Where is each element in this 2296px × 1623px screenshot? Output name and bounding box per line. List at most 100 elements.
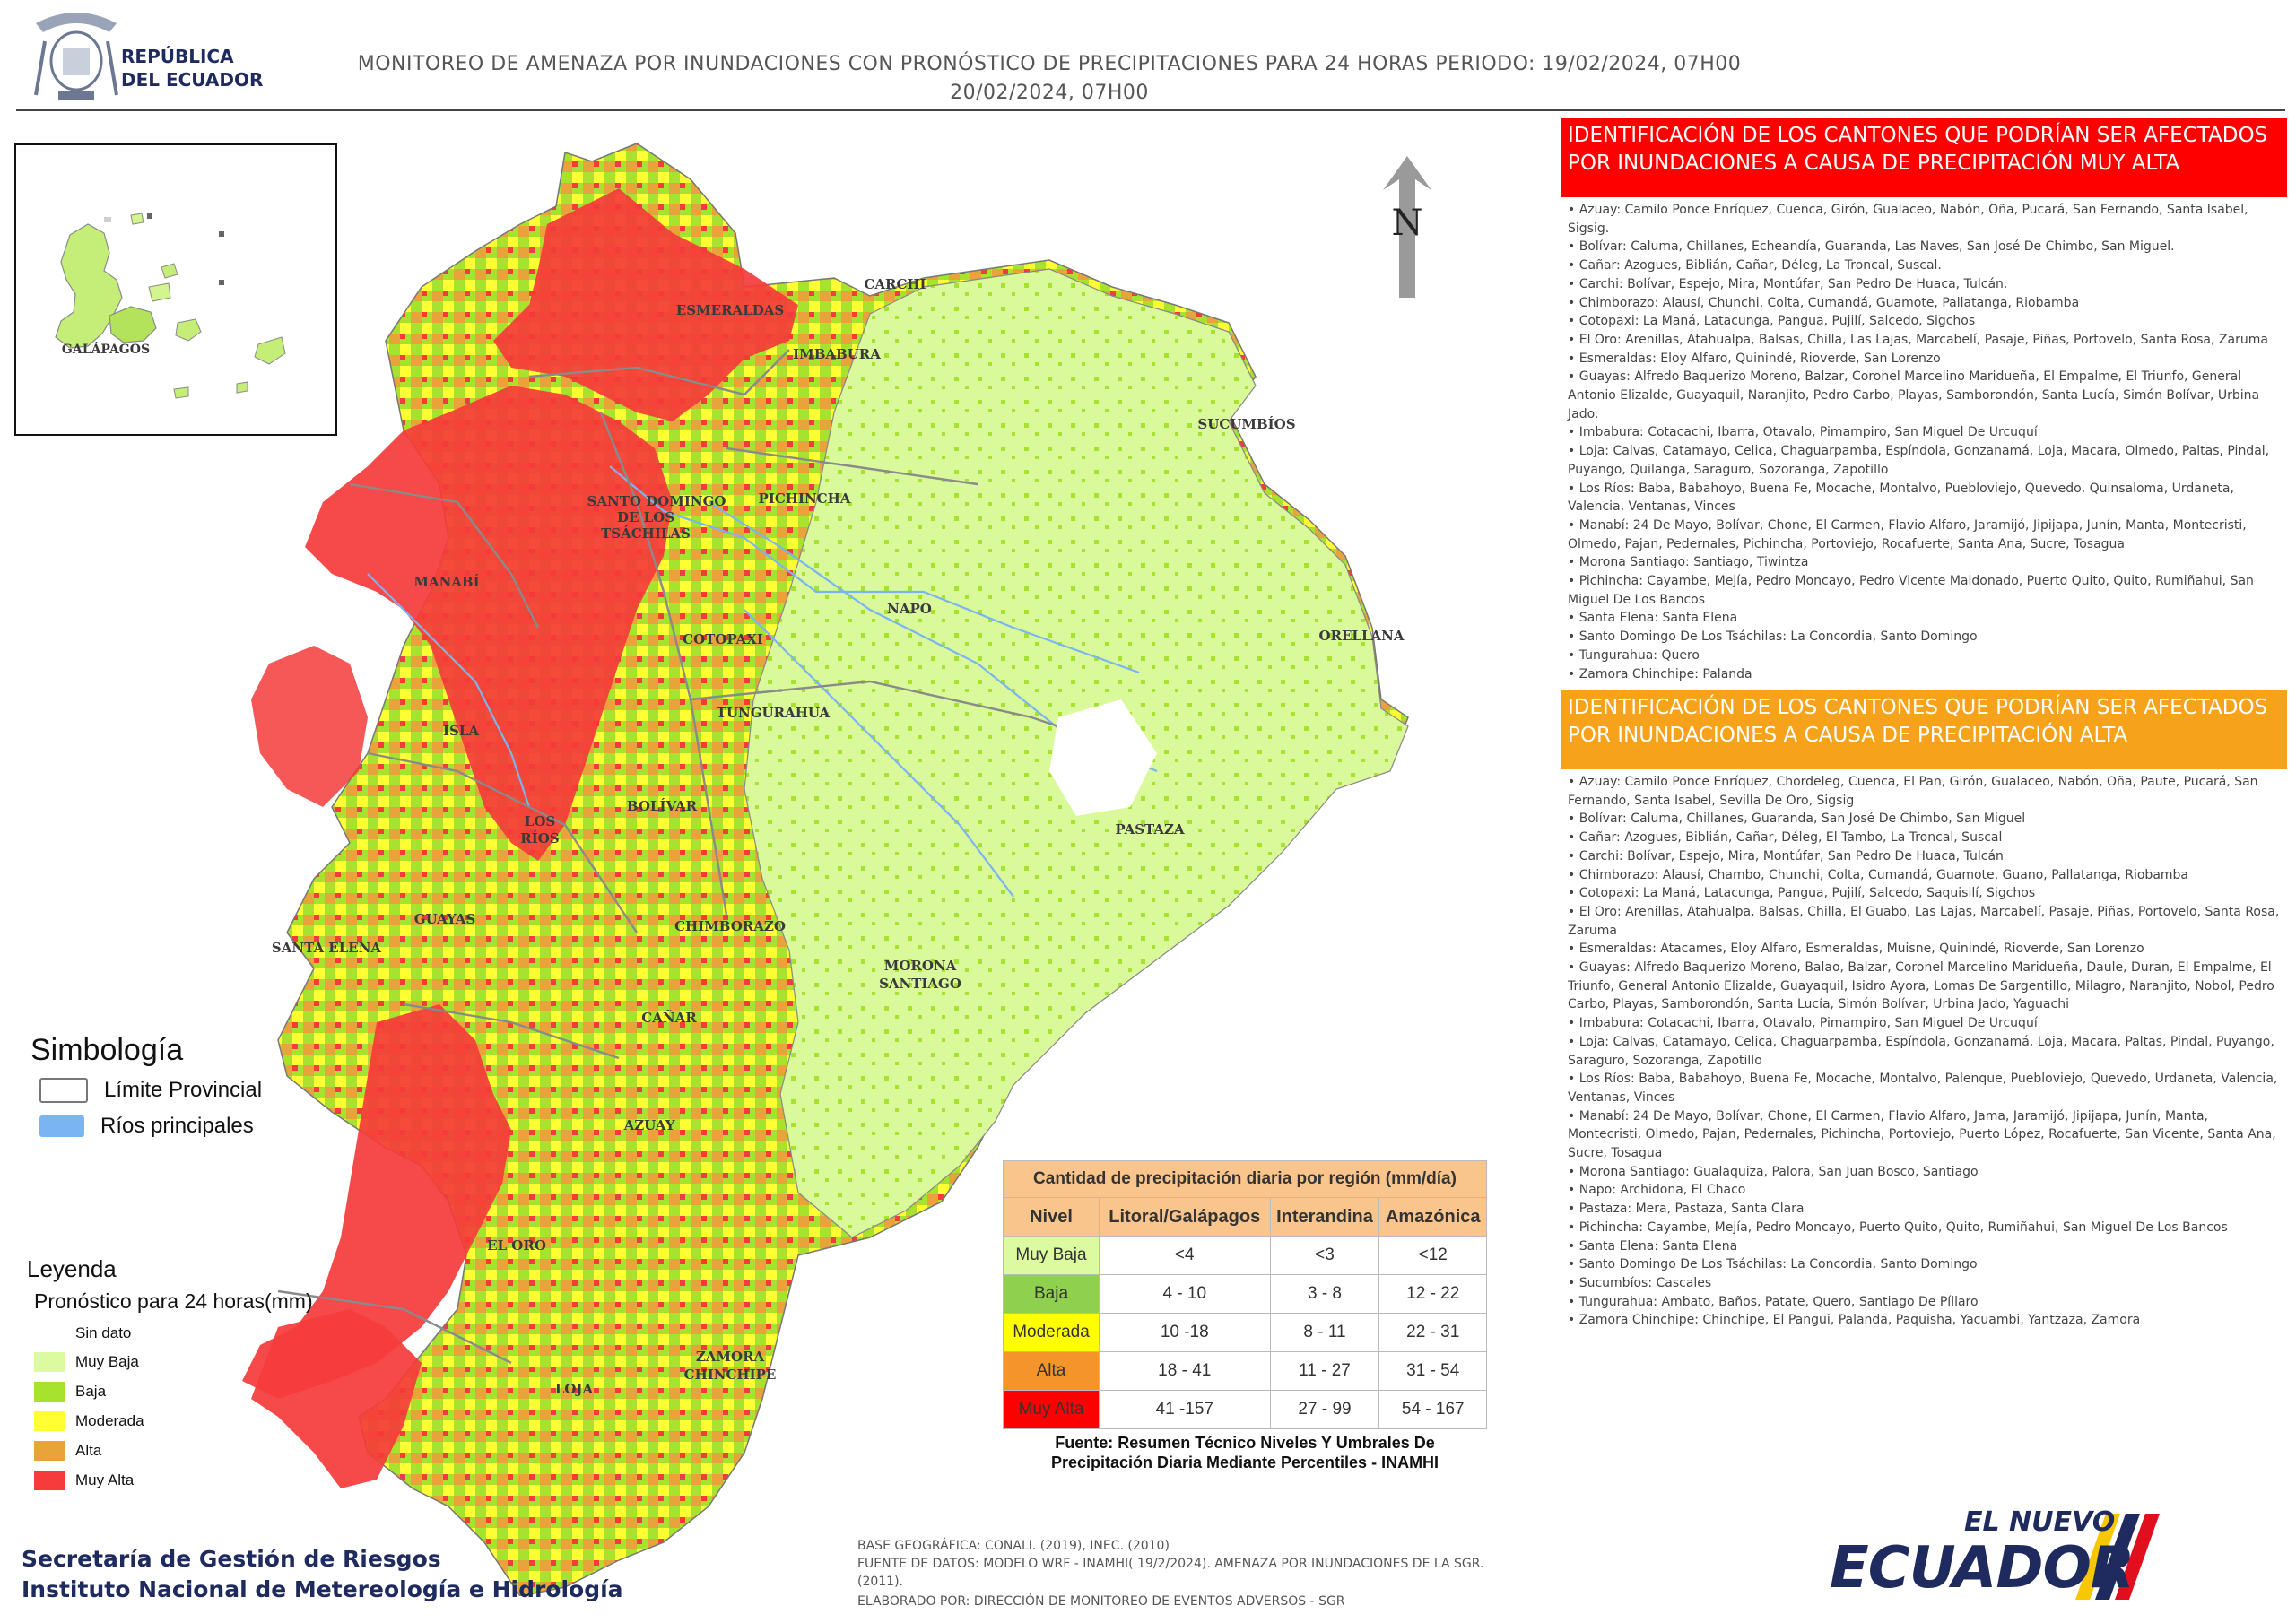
high-panel-header: IDENTIFICACIÓN DE LOS CANTONES QUE PODRÍ… [1561, 690, 2287, 769]
table-cell-nivel: Baja [1003, 1274, 1100, 1314]
table-source: Fuente: Resumen Técnico Niveles Y Umbral… [1050, 1434, 1439, 1471]
table-row: Muy Alta 41 -157 27 - 99 54 - 167 [1003, 1390, 1487, 1429]
label-orellana: ORELLANA [1318, 628, 1404, 644]
canton-list-item: Bolívar: Caluma, Chillanes, Guaranda, Sa… [1568, 810, 2285, 829]
canton-list-item: Carchi: Bolívar, Espejo, Mira, Montúfar,… [1568, 847, 2285, 866]
org-line-2: Instituto Nacional de Metereología e Hid… [22, 1576, 623, 1602]
symbology-title: Simbología [30, 1033, 184, 1067]
very-high-zone-center [305, 386, 673, 861]
title-line-1: MONITOREO DE AMENAZA POR INUNDACIONES CO… [357, 53, 1742, 75]
legend-label: Alta [75, 1442, 102, 1459]
legend-item-muy-baja: Muy Baja [34, 1352, 139, 1372]
logo-line-2: DEL ECUADOR [121, 69, 264, 91]
canton-list-item: El Oro: Arenillas, Atahualpa, Balsas, Ch… [1568, 331, 2285, 350]
canton-list-item: Pichincha: Cayambe, Mejía, Pedro Moncayo… [1568, 1219, 2285, 1237]
table-cell-litoral: <4 [1099, 1236, 1271, 1275]
table-row: Moderada 10 -18 8 - 11 22 - 31 [1003, 1313, 1487, 1352]
table-row: Baja 4 - 10 3 - 8 12 - 22 [1003, 1274, 1487, 1314]
canton-list-item: Imbabura: Cotacachi, Ibarra, Otavalo, Pi… [1568, 1014, 2285, 1033]
legend-label: Moderada [75, 1412, 144, 1429]
canton-list-item: Zamora Chinchipe: Chinchipe, El Pangui, … [1568, 1311, 2285, 1330]
symbology-label: Ríos principales [100, 1114, 254, 1138]
table-cell-interandina: 8 - 11 [1269, 1313, 1380, 1352]
org-line-1: Secretaría de Gestión de Riesgos [22, 1546, 441, 1572]
canton-list-item: Los Ríos: Baba, Babahoyo, Buena Fe, Moca… [1568, 1070, 2285, 1107]
canton-list-item: Esmeraldas: Eloy Alfaro, Quinindé, Riove… [1568, 350, 2285, 369]
table-cell-nivel: Moderada [1003, 1313, 1100, 1352]
flood-threat-map: ESMERALDAS CARCHI IMBABURA SUCUMBÍOS SAN… [242, 143, 1409, 1596]
rivers-swatch [39, 1115, 84, 1137]
table-header-interandina: Interandina [1269, 1197, 1380, 1237]
label-carchi: CARCHI [864, 276, 926, 292]
legend-swatch [34, 1411, 65, 1431]
brand-top-text: EL NUEVO [1964, 1506, 2116, 1538]
canton-list-item: Sucumbíos: Cascales [1568, 1274, 2285, 1293]
canton-list-item: Chimborazo: Alausí, Chunchi, Colta, Cuma… [1568, 294, 2285, 313]
legend-swatch [34, 1471, 65, 1490]
legend-item-alta: Alta [34, 1441, 101, 1461]
table-header-nivel: Nivel [1003, 1197, 1100, 1237]
galapagos-inset-map: GALÁPAGOS [55, 213, 286, 399]
canton-list-item: Santo Domingo De Los Tsáchilas: La Conco… [1568, 1255, 2285, 1274]
table-cell-litoral: 18 - 41 [1099, 1351, 1271, 1391]
canton-list-item: Loja: Calvas, Catamayo, Celica, Chaguarp… [1568, 1033, 2285, 1070]
label-cotopaxi: COTOPAXI [683, 631, 763, 647]
label-morona-2: SANTIAGO [879, 976, 961, 992]
very-high-panel-header: IDENTIFICACIÓN DE LOS CANTONES QUE PODRÍ… [1561, 118, 2287, 197]
canton-list-item: Pichincha: Cayambe, Mejía, Pedro Moncayo… [1568, 572, 2285, 609]
table-cell-litoral: 4 - 10 [1099, 1274, 1271, 1314]
label-imbabura: IMBABURA [793, 346, 881, 362]
table-caption: Cantidad de precipitación diaria por reg… [1003, 1160, 1487, 1198]
galapagos-label: GALÁPAGOS [62, 341, 150, 357]
legend-item-baja: Baja [34, 1382, 106, 1402]
label-guayas: GUAYAS [414, 911, 476, 927]
legend-swatch [34, 1324, 65, 1343]
table-cell-amazonica: 31 - 54 [1378, 1351, 1487, 1391]
label-el-oro: EL ORO [487, 1237, 546, 1254]
legend-label: Muy Alta [75, 1471, 135, 1488]
galapagos-inset: GALÁPAGOS [14, 143, 337, 436]
credit-base: BASE GEOGRÁFICA: CONALI. (2019), INEC. (… [857, 1539, 1170, 1553]
canton-list-item: Santa Elena: Santa Elena [1568, 1237, 2285, 1256]
table-cell-litoral: 41 -157 [1099, 1390, 1271, 1429]
legend-label: Baja [75, 1383, 107, 1400]
canton-list-item: Loja: Calvas, Catamayo, Celica, Chaguarp… [1568, 442, 2285, 479]
label-manabi: MANABÍ [413, 574, 479, 590]
el-nuevo-ecuador-logo [2075, 1514, 2160, 1600]
label-morona-1: MORONA [884, 958, 957, 974]
coat-of-arms-icon [34, 13, 118, 100]
credit-source: FUENTE DE DATOS: MODELO WRF - INAMHI( 19… [857, 1557, 1484, 1589]
label-santa-elena: SANTA ELENA [272, 940, 382, 956]
table-cell-amazonica: 22 - 31 [1378, 1313, 1487, 1352]
legend-title: Leyenda [27, 1255, 117, 1282]
label-isla: ISLA [443, 723, 479, 739]
canton-list-item: Tungurahua: Ambato, Baños, Patate, Quero… [1568, 1293, 2285, 1312]
table-header-litoral: Litoral/Galápagos [1099, 1197, 1271, 1237]
label-santo-domingo-1: SANTO DOMINGO [587, 493, 726, 509]
canton-list-item: Azuay: Camilo Ponce Enríquez, Cuenca, Gi… [1568, 201, 2285, 238]
label-zamora-1: ZAMORA [696, 1349, 765, 1365]
label-loja: LOJA [555, 1381, 594, 1397]
label-los-rios-1: LOS [525, 813, 555, 829]
legend-item-sin-dato: Sin dato [34, 1324, 131, 1343]
provincial-boundaries [277, 349, 1140, 1365]
label-sucumbios: SUCUMBÍOS [1197, 416, 1295, 432]
canton-list-item: Bolívar: Caluma, Chillanes, Echeandía, G… [1568, 238, 2285, 256]
canton-list-item: Cotopaxi: La Maná, Latacunga, Pangua, Pu… [1568, 312, 2285, 331]
canton-list-item: Cañar: Azogues, Biblián, Cañar, Déleg, L… [1568, 256, 2285, 275]
table-cell-interandina: 3 - 8 [1269, 1274, 1380, 1314]
canton-list-item: Santo Domingo De Los Tsáchilas: La Conco… [1568, 628, 2285, 647]
north-arrow-icon: N [1383, 156, 1431, 298]
label-los-rios-2: RÍOS [520, 830, 559, 846]
legend-swatch [34, 1382, 65, 1402]
table-cell-interandina: 27 - 99 [1269, 1390, 1380, 1429]
legend-swatch [34, 1441, 65, 1461]
precipitation-table: Cantidad de precipitación diaria por reg… [1003, 1160, 1487, 1429]
canton-list-item: Los Ríos: Baba, Babahoyo, Buena Fe, Moca… [1568, 480, 2285, 516]
province-labels: ESMERALDAS CARCHI IMBABURA SUCUMBÍOS SAN… [272, 276, 1405, 1397]
table-cell-nivel: Alta [1003, 1351, 1100, 1391]
canton-list-item: Manabí: 24 De Mayo, Bolívar, Chone, El C… [1568, 1107, 2285, 1163]
canton-list-item: Imbabura: Cotacachi, Ibarra, Otavalo, Pi… [1568, 423, 2285, 442]
no-data-area [1049, 699, 1157, 816]
symbology-item-main-rivers: Ríos principales [39, 1114, 254, 1139]
